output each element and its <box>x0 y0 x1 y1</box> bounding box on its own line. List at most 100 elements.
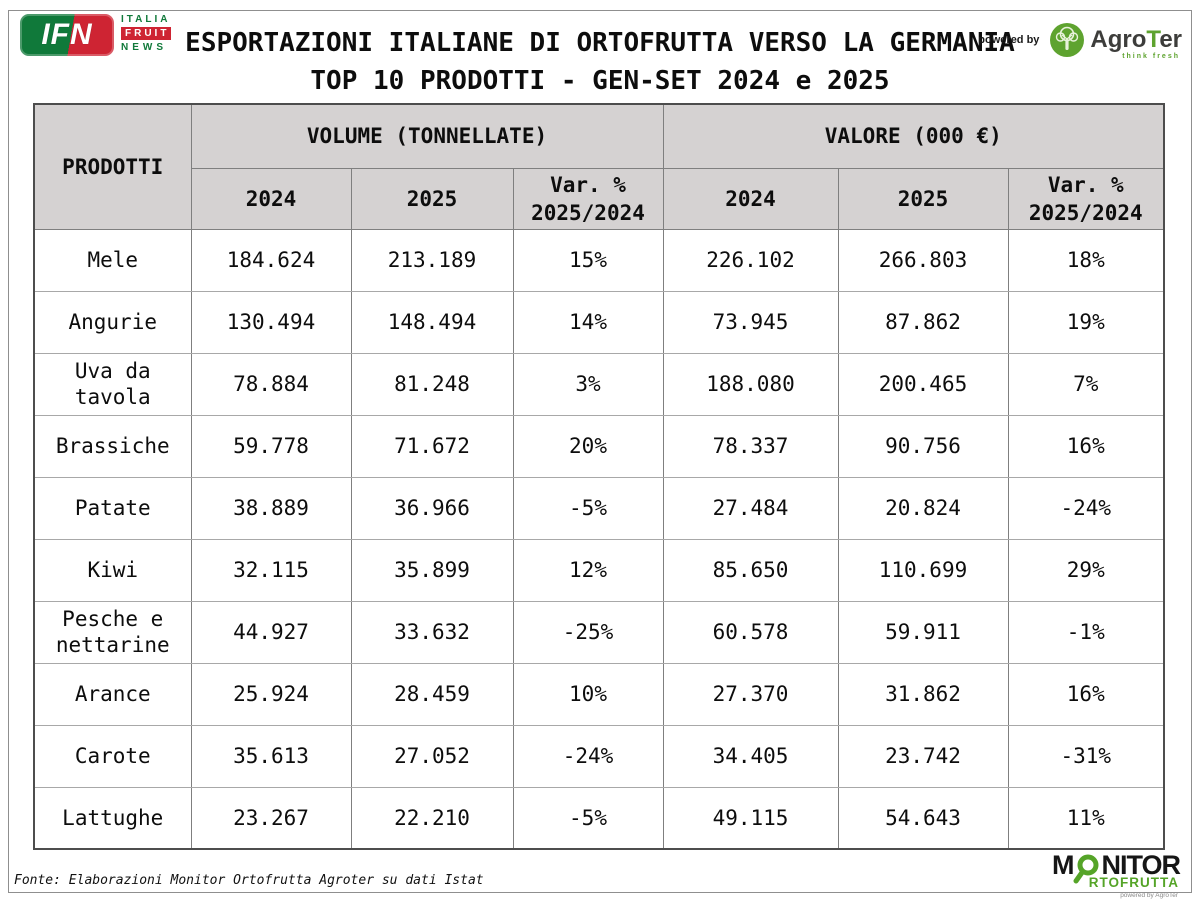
product-name-cell: Kiwi <box>33 538 192 602</box>
volume-2024-cell: 130.494 <box>190 290 352 354</box>
volume-2025-cell: 22.210 <box>350 786 514 850</box>
volume-2024-cell: 59.778 <box>190 414 352 478</box>
value-2024-cell: 27.370 <box>662 662 839 726</box>
value-2024-cell: 60.578 <box>662 600 839 664</box>
powered-by-label: powered by <box>978 34 1040 46</box>
volume-2025-cell: 81.248 <box>350 352 514 416</box>
value-2025-cell: 90.756 <box>837 414 1009 478</box>
ifn-logo: IFN ITALIA FRUIT NEWS <box>20 14 172 56</box>
volume-var-cell: -25% <box>512 600 664 664</box>
volume-var-cell: 20% <box>512 414 664 478</box>
column-header-volume-var: Var. % 2025/2024 <box>512 167 664 230</box>
value-var-cell: 18% <box>1007 228 1165 292</box>
ifn-word-fruit: FRUIT <box>121 27 172 40</box>
table-row: Uva da tavola 78.884 81.248 3% 188.080 2… <box>33 352 1165 416</box>
agroter-tree-icon <box>1050 23 1085 57</box>
volume-2024-cell: 184.624 <box>190 228 352 292</box>
value-var-cell: 16% <box>1007 662 1165 726</box>
volume-2025-cell: 71.672 <box>350 414 514 478</box>
volume-2024-cell: 32.115 <box>190 538 352 602</box>
volume-var-cell: 3% <box>512 352 664 416</box>
volume-var-cell: -5% <box>512 786 664 850</box>
monitor-powered-by: powered by AgroTer <box>1120 892 1178 899</box>
column-header-volume-2024: 2024 <box>190 167 352 230</box>
product-name-cell: Pesche e nettarine <box>33 600 192 664</box>
table-row: Lattughe 23.267 22.210 -5% 49.115 54.643… <box>33 786 1165 850</box>
table-row: Mele 184.624 213.189 15% 226.102 266.803… <box>33 228 1165 292</box>
magnifier-icon <box>1073 854 1099 884</box>
agroter-part-er: er <box>1159 26 1182 53</box>
volume-var-cell: -24% <box>512 724 664 788</box>
volume-var-cell: 10% <box>512 662 664 726</box>
volume-2025-cell: 28.459 <box>350 662 514 726</box>
value-var-cell: 16% <box>1007 414 1165 478</box>
value-var-cell: -31% <box>1007 724 1165 788</box>
value-2024-cell: 27.484 <box>662 476 839 540</box>
table-row: Patate 38.889 36.966 -5% 27.484 20.824 -… <box>33 476 1165 540</box>
title-line-1: ESPORTAZIONI ITALIANE DI ORTOFRUTTA VERS… <box>185 28 1015 58</box>
volume-2024-cell: 25.924 <box>190 662 352 726</box>
value-var-cell: 29% <box>1007 538 1165 602</box>
volume-var-cell: 14% <box>512 290 664 354</box>
table-row: Arance 25.924 28.459 10% 27.370 31.862 1… <box>33 662 1165 726</box>
value-var-cell: -24% <box>1007 476 1165 540</box>
ifn-logo-text: ITALIA FRUIT NEWS <box>121 14 172 53</box>
value-2024-cell: 188.080 <box>662 352 839 416</box>
product-name-cell: Carote <box>33 724 192 788</box>
column-header-value-var: Var. % 2025/2024 <box>1007 167 1165 230</box>
monitor-wordmark-row: M NITOR <box>1020 849 1181 884</box>
value-var-cell: 19% <box>1007 290 1165 354</box>
value-2025-cell: 20.824 <box>837 476 1009 540</box>
volume-2025-cell: 35.899 <box>350 538 514 602</box>
value-2025-cell: 200.465 <box>837 352 1009 416</box>
value-2025-cell: 59.911 <box>837 600 1009 664</box>
value-2024-cell: 49.115 <box>662 786 839 850</box>
powered-by-block: powered by AgroTer think fresh <box>978 22 1182 60</box>
product-name-cell: Angurie <box>33 290 192 354</box>
value-2025-cell: 266.803 <box>837 228 1009 292</box>
value-2025-cell: 54.643 <box>837 786 1009 850</box>
ifn-word-news: NEWS <box>121 42 167 53</box>
product-name-cell: Patate <box>33 476 192 540</box>
column-header-volume-2025: 2025 <box>350 167 514 230</box>
agroter-tagline: think fresh <box>1122 53 1180 60</box>
value-2025-cell: 87.862 <box>837 290 1009 354</box>
column-header-value-2025: 2025 <box>837 167 1009 230</box>
value-2024-cell: 34.405 <box>662 724 839 788</box>
title-line-2: TOP 10 PRODOTTI - GEN-SET 2024 e 2025 <box>310 66 890 96</box>
volume-2025-cell: 33.632 <box>350 600 514 664</box>
table-row: Angurie 130.494 148.494 14% 73.945 87.86… <box>33 290 1165 354</box>
volume-2024-cell: 38.889 <box>190 476 352 540</box>
table-row: Pesche e nettarine 44.927 33.632 -25% 60… <box>33 600 1165 664</box>
export-data-table: PRODOTTI VOLUME (TONNELLATE) VALORE (000… <box>33 103 1166 850</box>
monitor-letters-nitor: NITOR <box>1101 849 1181 880</box>
value-2024-cell: 73.945 <box>662 290 839 354</box>
table-row: Kiwi 32.115 35.899 12% 85.650 110.699 29… <box>33 538 1165 602</box>
value-2025-cell: 110.699 <box>837 538 1009 602</box>
volume-var-cell: 12% <box>512 538 664 602</box>
volume-var-cell: -5% <box>512 476 664 540</box>
volume-2024-cell: 78.884 <box>190 352 352 416</box>
value-2025-cell: 31.862 <box>837 662 1009 726</box>
monitor-orto-row: RTOFRUTTA <box>1020 874 1180 892</box>
value-var-cell: 11% <box>1007 786 1165 850</box>
column-header-value-2024: 2024 <box>662 167 839 230</box>
monitor-ortofrutta-logo: M NITOR RTOFRUTTA powered by AgroTer <box>1020 849 1181 899</box>
table-row: Carote 35.613 27.052 -24% 34.405 23.742 … <box>33 724 1165 788</box>
volume-2025-cell: 36.966 <box>350 476 514 540</box>
page-title: ESPORTAZIONI ITALIANE DI ORTOFRUTTA VERS… <box>0 24 1200 100</box>
volume-var-cell: 15% <box>512 228 664 292</box>
column-group-value: VALORE (000 €) <box>662 103 1165 169</box>
source-note: Fonte: Elaborazioni Monitor Ortofrutta A… <box>14 873 484 888</box>
value-2024-cell: 85.650 <box>662 538 839 602</box>
agroter-part-t: T <box>1146 26 1160 53</box>
value-2024-cell: 78.337 <box>662 414 839 478</box>
column-group-volume: VOLUME (TONNELLATE) <box>190 103 664 169</box>
value-2025-cell: 23.742 <box>837 724 1009 788</box>
volume-2024-cell: 44.927 <box>190 600 352 664</box>
value-var-cell: 7% <box>1007 352 1165 416</box>
product-name-cell: Lattughe <box>33 786 192 850</box>
volume-2025-cell: 148.494 <box>350 290 514 354</box>
product-name-cell: Uva da tavola <box>33 352 192 416</box>
product-name-cell: Mele <box>33 228 192 292</box>
